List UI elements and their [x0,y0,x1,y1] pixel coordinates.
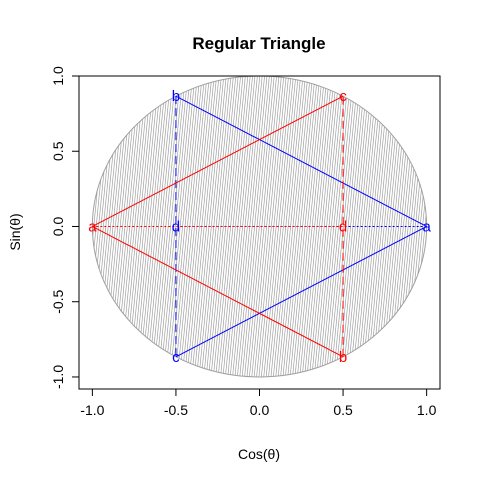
point-label-0-b: b [172,88,180,105]
hatch-line [212,76,244,377]
point-label-1-a: a [88,218,97,235]
hatch-line [176,76,208,377]
hatch-line [316,76,347,377]
hatch-line [280,76,311,377]
triangle-edge-0-ab [175,95,427,227]
y-axis: -1.0 -0.5 0.0 0.5 1.0 [50,66,80,389]
point-label-0-a: a [422,218,431,235]
triangle-edge-1-ab [92,226,344,358]
unit-circle-hatching [92,74,466,379]
x-axis: -1.0 -0.5 0.0 0.5 1.0 [80,388,437,418]
hatch-line [164,76,196,377]
hatch-line [332,76,364,377]
hatch-line [436,74,466,379]
hatch-line [320,76,352,377]
point-label-1-b: b [339,349,347,366]
point-label-1-d: d [339,218,347,235]
y-tick-label: -1.0 [50,365,66,389]
triangle-edge-1-ac [92,95,344,227]
hatch-line [260,76,292,377]
hatch-line [340,76,371,377]
hatch-line [429,74,459,379]
x-tick-label: -1.0 [80,402,104,418]
hatch-line [200,76,232,377]
triangle-lines [92,95,427,358]
hatch-line [232,76,263,377]
x-axis-label: Cos(θ) [238,446,280,462]
hatch-line [432,74,462,379]
hatch-line [268,76,299,377]
chart-title: Regular Triangle [192,34,325,53]
hatch-line [184,76,215,377]
hatch-line [143,76,174,377]
y-tick-label: 0.5 [50,141,66,161]
hatch-line [152,76,184,377]
hatch-line [220,76,251,377]
hatch-line [136,76,167,377]
hatch-line [172,76,203,377]
triangle-edge-0-ac [175,226,427,358]
hatch-line [236,76,268,377]
x-tick-label: -0.5 [164,402,188,418]
hatch-line [352,76,383,377]
hatch-line [434,74,464,379]
hatch-line [248,76,280,377]
point-label-1-c: c [339,88,347,105]
hatch-line [160,76,191,377]
y-axis-label: Sin(θ) [7,213,23,250]
hatch-line [426,76,427,377]
point-label-0-c: c [172,349,180,366]
x-tick-label: 1.0 [417,402,437,418]
hatch-line [196,76,227,377]
hatch-line [148,76,179,377]
point-labels: a b c d a b c d [88,88,431,366]
point-label-0-d: d [172,218,180,235]
hatch-line [208,76,239,377]
hatch-line [140,76,172,377]
hatch-line [188,76,220,377]
hatch-line [304,76,335,377]
hatch-line [308,76,340,377]
hatch-line [272,76,304,377]
x-tick-label: 0.0 [250,402,270,418]
hatch-line [296,76,328,377]
hatch-line [155,76,186,377]
hatch-line [256,76,287,377]
hatch-line [344,76,376,377]
hatch-line [284,76,316,377]
y-tick-label: -0.5 [50,289,66,313]
y-tick-label: 0.0 [50,217,66,237]
y-tick-label: 1.0 [50,66,66,86]
x-tick-label: 0.5 [333,402,353,418]
hatch-line [292,76,323,377]
hatch-line [328,76,359,377]
hatch-line [244,76,275,377]
